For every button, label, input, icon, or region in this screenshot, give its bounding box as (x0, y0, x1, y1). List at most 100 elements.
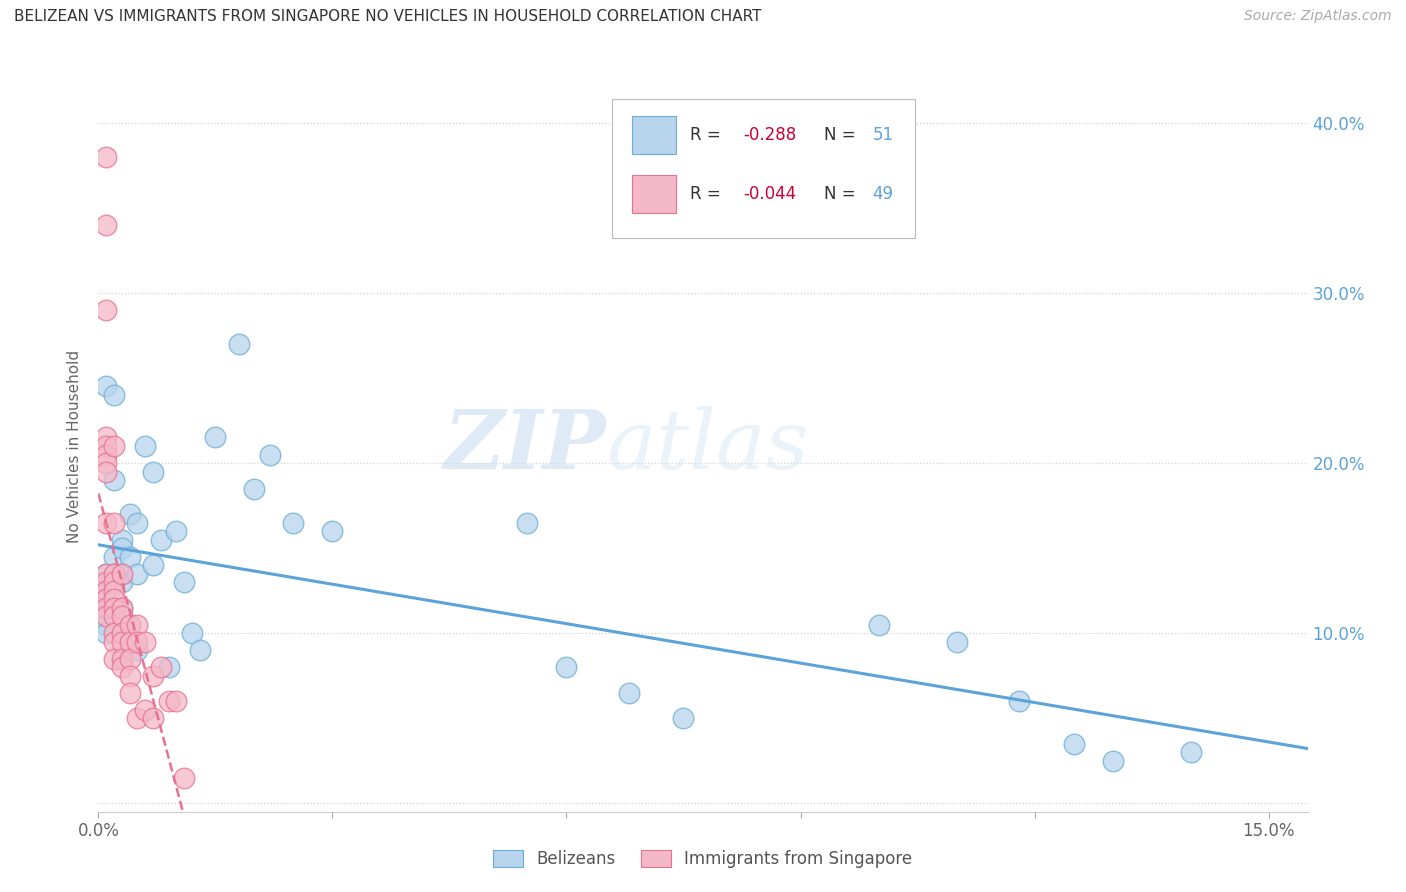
Point (127, 634, 149, 648)
Point (103, 634, 125, 648)
Point (96, 448, 118, 462)
Point (555, 660, 578, 674)
Point (283, 516, 305, 530)
Point (188, 643, 211, 657)
Text: R =: R = (690, 126, 725, 145)
Point (1180, 745, 1202, 759)
Point (111, 566, 134, 581)
Point (103, 600, 125, 615)
FancyBboxPatch shape (631, 116, 676, 154)
Point (127, 566, 149, 581)
Point (111, 541, 134, 555)
Point (103, 651, 125, 665)
Point (103, 600, 125, 615)
FancyBboxPatch shape (613, 99, 915, 237)
Point (127, 617, 149, 632)
FancyBboxPatch shape (631, 175, 676, 212)
Point (157, 660, 180, 674)
Point (945, 634, 967, 648)
Text: -0.288: -0.288 (742, 126, 796, 145)
Point (96, 439, 118, 453)
Point (103, 583, 125, 598)
Legend: Belizeans, Immigrants from Singapore: Belizeans, Immigrants from Singapore (485, 842, 921, 877)
Point (96, 566, 118, 581)
Point (96, 583, 118, 598)
Point (165, 694, 187, 708)
Point (118, 634, 141, 648)
Text: N =: N = (824, 185, 860, 202)
Point (96, 617, 118, 632)
Point (134, 703, 156, 717)
Text: R =: R = (690, 185, 725, 202)
Point (96, 456, 118, 470)
Point (259, 448, 281, 462)
Point (103, 439, 125, 453)
Point (142, 465, 165, 479)
Point (96, 302, 118, 317)
Point (96, 600, 118, 615)
Point (96, 609, 118, 624)
Y-axis label: No Vehicles in Household: No Vehicles in Household (67, 350, 83, 542)
Point (228, 337, 250, 351)
Point (96, 516, 118, 530)
Point (111, 634, 134, 648)
Point (134, 439, 156, 453)
Point (96, 150, 118, 164)
Point (1063, 737, 1085, 751)
Point (321, 524, 343, 538)
Point (96, 583, 118, 598)
Point (165, 524, 187, 538)
Point (173, 575, 195, 590)
Point (111, 609, 134, 624)
Point (103, 609, 125, 624)
Point (118, 668, 141, 682)
Point (118, 507, 141, 521)
Point (111, 651, 134, 665)
Point (204, 430, 226, 444)
Text: 51: 51 (872, 126, 893, 145)
Point (111, 533, 134, 547)
Point (118, 686, 141, 700)
Point (118, 651, 141, 665)
Point (111, 575, 134, 590)
Point (96, 609, 118, 624)
Point (134, 634, 156, 648)
Point (142, 668, 165, 682)
Point (103, 626, 125, 640)
Text: 49: 49 (872, 185, 893, 202)
Point (96, 566, 118, 581)
Point (103, 473, 125, 487)
Point (149, 660, 172, 674)
Point (868, 617, 890, 632)
Point (1008, 694, 1031, 708)
Point (111, 626, 134, 640)
Point (617, 686, 640, 700)
Point (149, 533, 172, 547)
Point (96, 379, 118, 393)
Text: -0.044: -0.044 (742, 185, 796, 202)
Point (1101, 754, 1123, 768)
Point (111, 600, 134, 615)
Point (118, 617, 141, 632)
Point (103, 575, 125, 590)
Point (118, 549, 141, 564)
Point (96, 465, 118, 479)
Point (103, 549, 125, 564)
Point (103, 388, 125, 402)
Point (103, 575, 125, 590)
Point (127, 516, 149, 530)
Point (96, 600, 118, 615)
Point (243, 482, 266, 496)
Point (516, 516, 538, 530)
Point (181, 626, 204, 640)
Point (103, 566, 125, 581)
Text: atlas: atlas (606, 406, 808, 486)
Point (672, 711, 695, 725)
Point (142, 558, 165, 572)
Point (118, 617, 141, 632)
Point (96, 592, 118, 607)
Point (173, 771, 195, 785)
Text: N =: N = (824, 126, 860, 145)
Point (157, 694, 180, 708)
Point (96, 575, 118, 590)
